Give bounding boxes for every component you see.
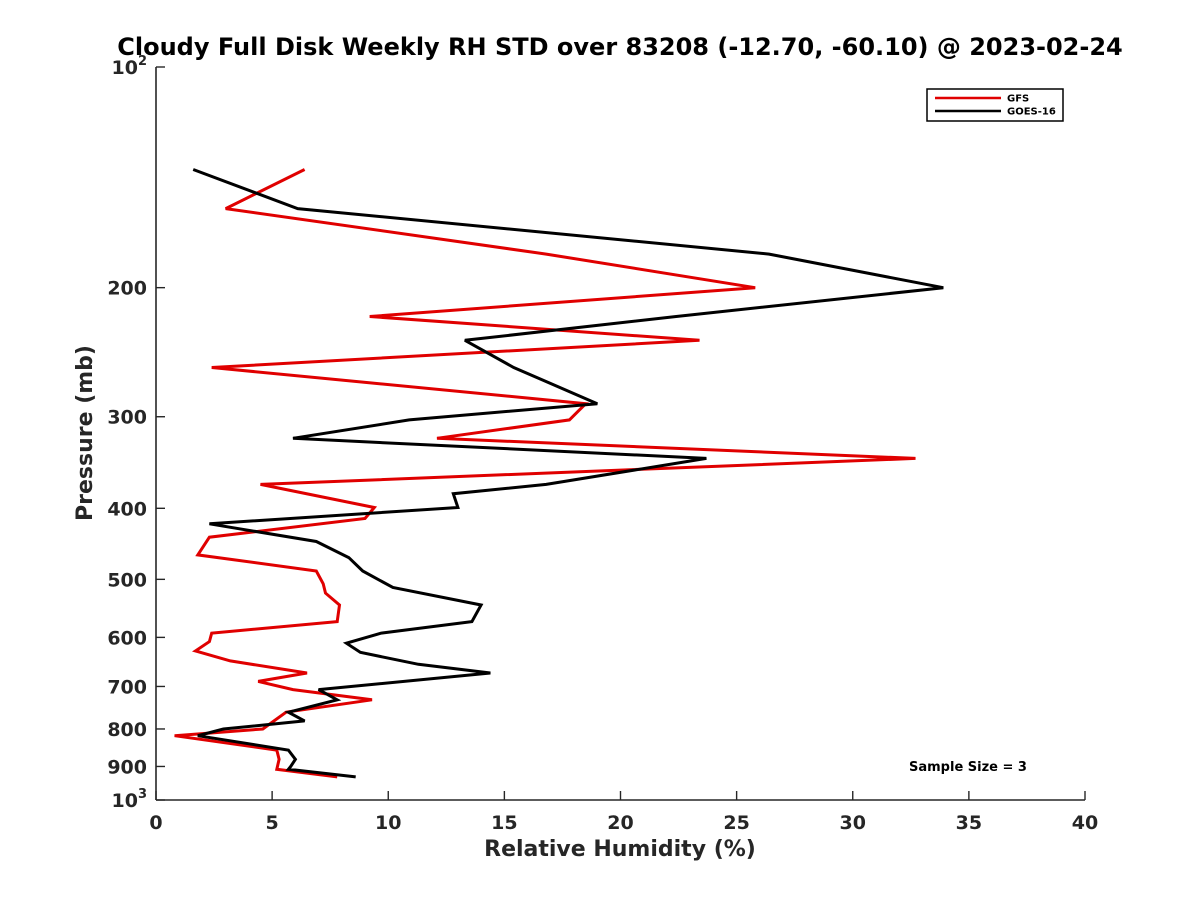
y-tick-label: 400	[107, 498, 147, 520]
x-tick-label: 0	[149, 812, 162, 834]
y-tick-label: 103	[112, 787, 148, 812]
series-line-goes-16	[192, 168, 944, 779]
x-axis-label: Relative Humidity (%)	[484, 837, 756, 862]
x-tick-label: 15	[491, 812, 517, 834]
x-tick-label: 25	[723, 812, 749, 834]
y-tick-label: 800	[107, 719, 147, 741]
y-tick-label: 300	[107, 407, 147, 429]
x-tick-label: 10	[375, 812, 401, 834]
y-tick-label: 600	[107, 627, 147, 649]
x-tick-label: 35	[956, 812, 982, 834]
series-layer	[174, 168, 944, 779]
x-tick-label: 5	[266, 812, 279, 834]
y-tick-label: 200	[107, 278, 147, 300]
x-axis: 0 5 10 15 20 25 30 35 40	[149, 791, 1098, 834]
legend-label: GFS	[1007, 94, 1029, 105]
legend: GFS GOES-16	[926, 88, 1064, 122]
y-axis-label: Pressure (mb)	[73, 345, 98, 521]
series-line-gfs	[174, 168, 916, 779]
x-tick-label: 30	[840, 812, 866, 834]
sample-size-annotation: Sample Size = 3	[909, 760, 1027, 775]
y-axis: 102 200 300 400 500 600 700 800 900 103	[107, 54, 165, 812]
y-tick-label: 102	[112, 54, 148, 79]
y-tick-label: 700	[107, 676, 147, 698]
legend-box	[926, 88, 1064, 122]
y-tick-label: 900	[107, 756, 147, 778]
legend-label: GOES-16	[1007, 107, 1056, 118]
x-tick-label: 20	[607, 812, 633, 834]
x-tick-label: 40	[1072, 812, 1098, 834]
chart-title: Cloudy Full Disk Weekly RH STD over 8320…	[117, 33, 1123, 61]
y-tick-label: 500	[107, 569, 147, 591]
